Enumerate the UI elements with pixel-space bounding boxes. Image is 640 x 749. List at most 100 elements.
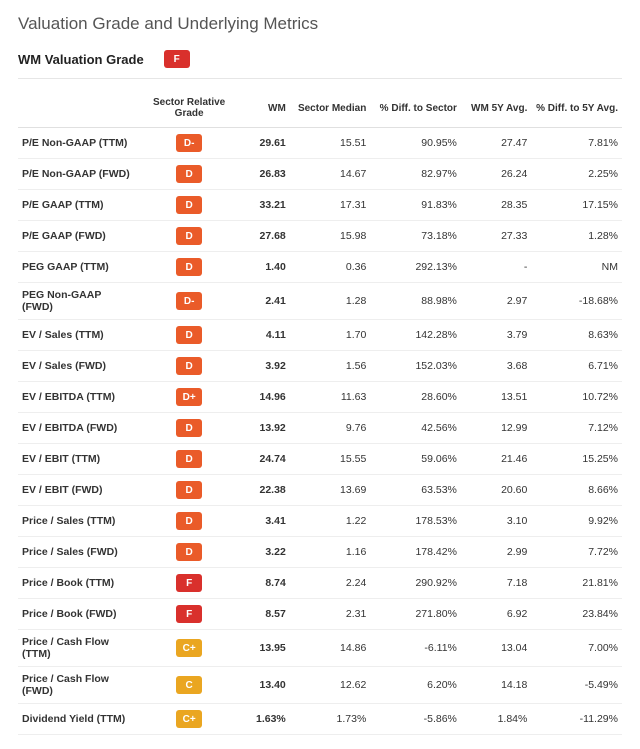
summary-grade-badge: F [164,50,190,68]
grade-badge: D [176,481,202,499]
grade-cell: D [139,537,240,568]
diff-cell: 28.60% [370,382,461,413]
table-row: EV / EBIT (TTM)D24.7415.5559.06%21.4615.… [18,444,622,475]
avg-cell: 1.84% [461,704,531,735]
grade-cell: C+ [139,630,240,667]
grade-cell: D [139,190,240,221]
avg-cell: 12.99 [461,413,531,444]
median-cell: 15.55 [290,444,371,475]
page-title: Valuation Grade and Underlying Metrics [18,14,622,34]
col-grade: Sector Relative Grade [139,91,240,128]
grade-badge: C+ [176,639,202,657]
median-cell: 1.56 [290,351,371,382]
diff-cell: 59.06% [370,444,461,475]
grade-cell: D [139,221,240,252]
grade-badge: D- [176,134,202,152]
table-row: Price / Sales (TTM)D3.411.22178.53%3.109… [18,506,622,537]
metric-cell: Price / Cash Flow (TTM) [18,630,139,667]
avg-cell: 20.60 [461,475,531,506]
wm-cell: 33.21 [239,190,289,221]
wm-cell: 22.38 [239,475,289,506]
diff-cell: 90.95% [370,128,461,159]
summary-grade-label: WM Valuation Grade [18,52,144,67]
diff-cell: -6.11% [370,630,461,667]
table-row: EV / EBIT (FWD)D22.3813.6963.53%20.608.6… [18,475,622,506]
table-row: Price / Sales (FWD)D3.221.16178.42%2.997… [18,537,622,568]
wm-cell: 3.92 [239,351,289,382]
diff-cell: 91.83% [370,190,461,221]
grade-badge: D [176,258,202,276]
median-cell: 0.36 [290,252,371,283]
table-row: P/E Non-GAAP (FWD)D26.8314.6782.97%26.24… [18,159,622,190]
diff5-cell: 7.72% [531,537,622,568]
wm-cell: 2.41 [239,283,289,320]
metric-cell: EV / EBITDA (TTM) [18,382,139,413]
metric-cell: P/E Non-GAAP (TTM) [18,128,139,159]
diff5-cell: -11.29% [531,704,622,735]
wm-cell: 13.95 [239,630,289,667]
diff5-cell: 10.72% [531,382,622,413]
median-cell: 12.62 [290,667,371,704]
grade-badge: D [176,419,202,437]
metric-cell: EV / EBITDA (FWD) [18,413,139,444]
diff-cell: 292.13% [370,252,461,283]
grade-cell: F [139,568,240,599]
table-header-row: Sector Relative Grade WM Sector Median %… [18,91,622,128]
grade-cell: C [139,667,240,704]
grade-cell: D [139,506,240,537]
diff-cell: 152.03% [370,351,461,382]
grade-cell: D [139,320,240,351]
median-cell: 1.16 [290,537,371,568]
table-row: EV / Sales (TTM)D4.111.70142.28%3.798.63… [18,320,622,351]
diff-cell: 42.56% [370,413,461,444]
grade-badge: F [176,605,202,623]
avg-cell: 27.47 [461,128,531,159]
median-cell: 1.70 [290,320,371,351]
wm-cell: 1.40 [239,252,289,283]
avg-cell: 26.24 [461,159,531,190]
table-row: Price / Cash Flow (FWD)C13.4012.626.20%1… [18,667,622,704]
metric-cell: EV / EBIT (FWD) [18,475,139,506]
avg-cell: 14.18 [461,667,531,704]
metric-cell: EV / EBIT (TTM) [18,444,139,475]
wm-cell: 3.22 [239,537,289,568]
grade-badge: D [176,512,202,530]
avg-cell: 28.35 [461,190,531,221]
col-median: Sector Median [290,91,371,128]
diff5-cell: 7.81% [531,128,622,159]
median-cell: 9.76 [290,413,371,444]
diff5-cell: -5.49% [531,667,622,704]
table-row: EV / EBITDA (FWD)D13.929.7642.56%12.997.… [18,413,622,444]
grade-cell: D [139,159,240,190]
metric-cell: P/E GAAP (TTM) [18,190,139,221]
diff-cell: 88.98% [370,283,461,320]
table-row: EV / EBITDA (TTM)D+14.9611.6328.60%13.51… [18,382,622,413]
diff-cell: 178.53% [370,506,461,537]
metric-cell: EV / Sales (TTM) [18,320,139,351]
avg-cell: 13.04 [461,630,531,667]
grade-cell: D [139,252,240,283]
grade-cell: D- [139,128,240,159]
table-row: Dividend Yield (TTM)C+1.63%1.73%-5.86%1.… [18,704,622,735]
grade-badge: D [176,543,202,561]
avg-cell: 27.33 [461,221,531,252]
diff5-cell: 17.15% [531,190,622,221]
median-cell: 14.86 [290,630,371,667]
avg-cell: 3.10 [461,506,531,537]
table-row: Price / Book (FWD)F8.572.31271.80%6.9223… [18,599,622,630]
metric-cell: Price / Book (FWD) [18,599,139,630]
median-cell: 2.31 [290,599,371,630]
col-diff: % Diff. to Sector [370,91,461,128]
avg-cell: 21.46 [461,444,531,475]
wm-cell: 14.96 [239,382,289,413]
grade-cell: D+ [139,382,240,413]
grade-cell: D [139,475,240,506]
metric-cell: Price / Sales (FWD) [18,537,139,568]
median-cell: 1.28 [290,283,371,320]
diff-cell: 82.97% [370,159,461,190]
table-row: Price / Cash Flow (TTM) C+ 13.9514.86-6.11… [18,630,622,667]
wm-cell: 27.68 [239,221,289,252]
wm-cell: 8.57 [239,599,289,630]
metric-cell: P/E Non-GAAP (FWD) [18,159,139,190]
diff5-cell: 9.92% [531,506,622,537]
